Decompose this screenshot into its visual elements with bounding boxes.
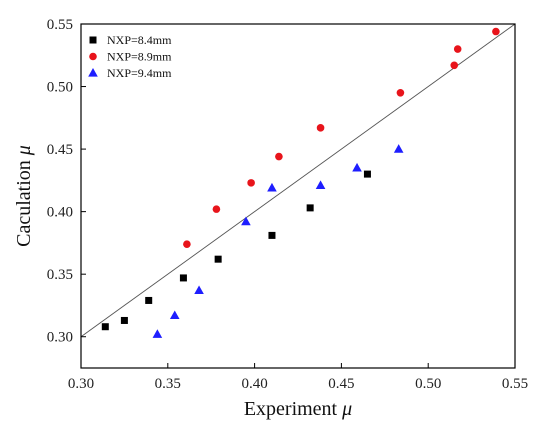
data-point-square [179,274,187,282]
data-point-circle [492,27,500,36]
legend-marker-circle [89,52,97,61]
data-point-circle [396,89,405,97]
data-point-triangle [267,182,277,192]
data-point-circle [212,205,221,213]
y-tick-label: 0.45 [47,142,73,158]
data-point-circle [450,61,459,70]
data-point-square [306,204,314,212]
data-point-square [363,170,371,178]
y-tick-label: 0.55 [47,17,73,33]
data-point-square [101,323,109,331]
x-tick-label: 0.50 [415,376,441,392]
data-point-square [145,296,153,304]
data-point-triangle [393,144,404,153]
data-point-triangle [194,285,204,295]
legend-marker-triangle [88,68,98,77]
x-axis-title: Experiment μ [244,398,352,420]
data-point-circle [453,45,462,53]
x-axis-title-symbol: μ [341,398,352,420]
y-tick-label: 0.40 [47,205,73,221]
legend-label: NXP=8.4mm [107,33,172,47]
data-point-square [214,255,222,263]
x-tick-label: 0.35 [155,376,181,392]
y-tick-label: 0.30 [47,330,73,346]
series-triangle [152,144,404,338]
series-square [101,170,371,331]
data-point-circle [275,152,283,161]
data-point-triangle [169,310,180,320]
y-tick-label: 0.35 [47,267,73,283]
data-point-square [120,316,128,324]
x-tick-label: 0.45 [328,376,354,392]
data-point-circle [183,240,191,248]
x-tick-label: 0.40 [241,376,267,392]
plot-frame [80,23,516,369]
legend-marker-square [89,36,97,44]
legend: NXP=8.4mm NXP=8.9mm NXP=9.4mm [88,33,172,80]
data-point-circle [247,179,255,187]
reference-line-y-equals-x [80,23,516,338]
axis-ticks: 0.30 0.35 0.40 0.45 0.50 0.55 0.30 0.35 0.40 0.45… [47,17,528,392]
x-tick-label: 0.55 [502,376,528,392]
y-axis-title: Caculation μ [13,145,35,247]
y-axis-title-text: Caculation [13,160,35,247]
legend-label: NXP=9.4mm [107,66,172,80]
y-tick-label: 0.50 [47,80,73,96]
legend-label: NXP=8.9mm [107,50,172,64]
x-tick-label: 0.30 [68,376,94,392]
data-marks [80,23,516,338]
data-point-triangle [352,162,362,172]
x-axis-title-text: Experiment [244,398,338,420]
data-point-circle [316,124,325,132]
series-circle [183,27,500,248]
data-point-triangle [315,180,326,189]
data-point-triangle [152,329,163,338]
y-axis-title-symbol: μ [13,145,35,156]
data-point-square [268,231,276,239]
data-point-triangle [241,216,251,226]
